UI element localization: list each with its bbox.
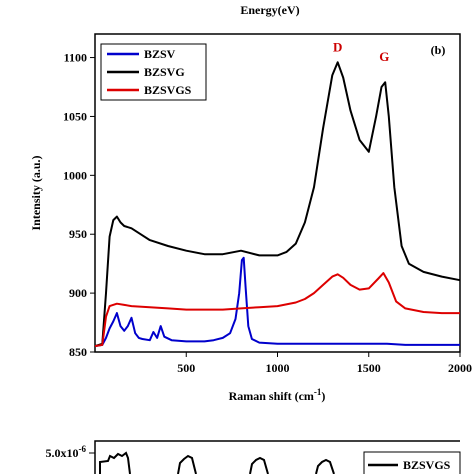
x-axis-label-superscript: -1: [314, 387, 322, 397]
lower-y-tick-text: 5.0x10: [46, 446, 79, 460]
legend-label: BZSV: [144, 47, 176, 61]
x-tick-label: 1000: [266, 361, 290, 375]
lower-series-fragment: [177, 454, 197, 474]
series-layer: [94, 61, 461, 348]
y-axis-label: Intensity (a.u.): [29, 155, 43, 230]
lower-plot-frame: [94, 440, 460, 474]
panel-label: (b): [431, 43, 446, 57]
lower-legend-label: BZSVGS: [403, 458, 451, 472]
peak-label-d: D: [333, 40, 342, 55]
legend-label: BZSVGS: [144, 83, 192, 97]
y-tick-label: 1050: [63, 109, 87, 123]
lower-series-fragment: [249, 456, 269, 474]
lower-legend: BZSVGSBZSVG: [363, 451, 461, 474]
y-tick-label: 1000: [63, 168, 87, 182]
series-line-bzsvgs: [94, 272, 460, 348]
y-tick-label: 850: [69, 345, 87, 359]
lower-series-fragment: [315, 458, 335, 474]
y-tick-label: 1100: [64, 51, 87, 65]
legend: BZSV BZSVG BZSVGS: [100, 43, 207, 101]
lower-y-tick-sup: -6: [79, 444, 87, 454]
series-line-bzsv: [94, 256, 460, 348]
lower-legend-box: [363, 451, 461, 474]
peak-annotations: DG: [333, 40, 389, 64]
y-tick-label: 950: [69, 227, 87, 241]
x-axis-label: Raman shift (cm-1): [229, 387, 326, 403]
x-tick-label: 500: [177, 361, 195, 375]
x-axis: 500 1000 1500 2000: [177, 352, 472, 375]
x-axis-label-text: Raman shift (cm: [229, 389, 314, 403]
x-tick-label: 2000: [448, 361, 472, 375]
series-line-bzsvg: [94, 61, 461, 348]
legend-label: BZSVG: [144, 65, 185, 79]
x-axis-label-suffix: ): [321, 389, 325, 403]
top-axis-label: Energy(eV): [240, 3, 299, 17]
lower-y-tick-label: 5.0x10-6: [46, 444, 87, 460]
y-tick-label: 900: [69, 286, 87, 300]
x-tick-label: 1500: [357, 361, 381, 375]
lower-chart-partial: 5.0x10-6 BZSVGSBZSVG: [46, 440, 461, 474]
lower-series-fragment: [99, 451, 131, 474]
peak-label-g: G: [379, 49, 389, 64]
y-axis: 850 900 950 1000 1050 1100: [63, 51, 95, 359]
